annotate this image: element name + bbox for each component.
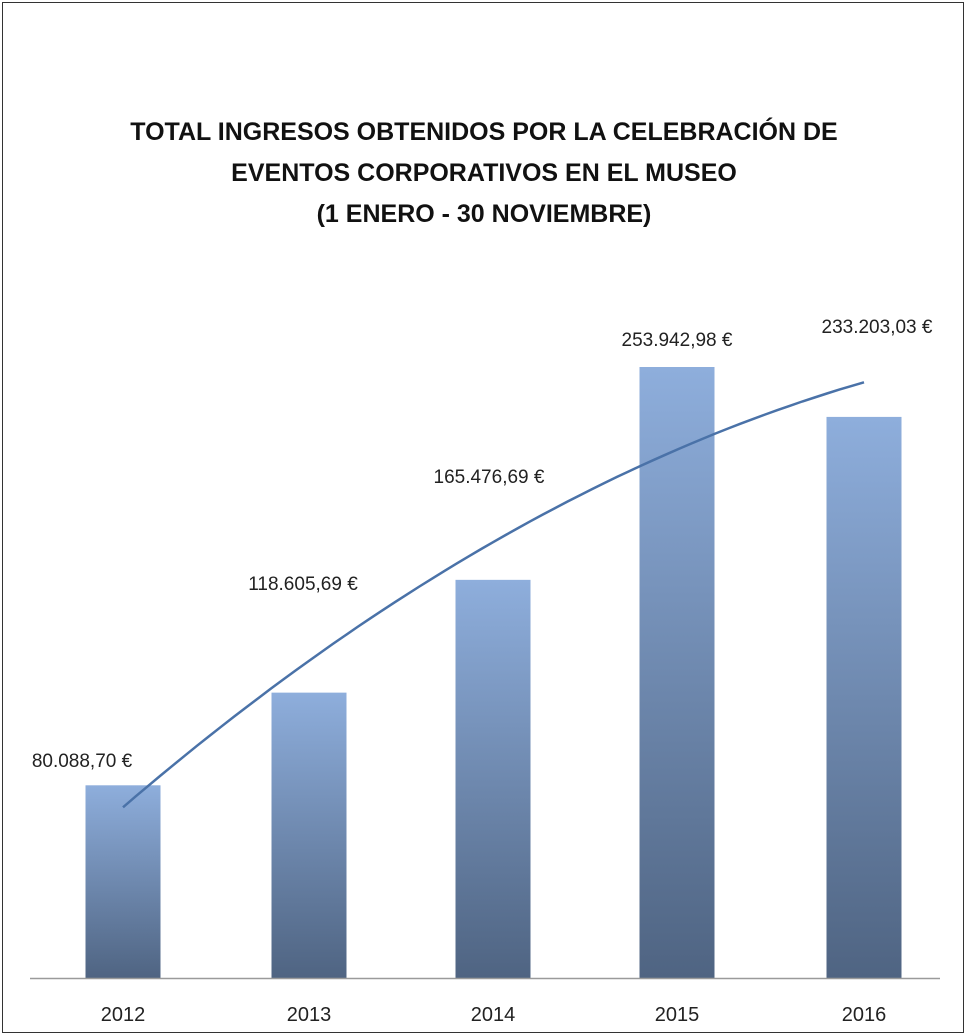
x-tick-label: 2013 — [287, 1004, 332, 1026]
chart-title-line-1: TOTAL INGRESOS OBTENIDOS POR LA CELEBRAC… — [130, 118, 838, 146]
chart-title-line-2: EVENTOS CORPORATIVOS EN EL MUSEO — [231, 159, 737, 187]
trendline — [122, 381, 865, 809]
chart-title-line-3: (1 ENERO - 30 NOVIEMBRE) — [316, 200, 652, 228]
x-tick-label: 2012 — [101, 1004, 146, 1026]
x-tick-label: 2016 — [842, 1004, 887, 1026]
x-tick-label: 2014 — [471, 1004, 516, 1026]
chart-title: TOTAL INGRESOS OBTENIDOS POR LA CELEBRAC… — [0, 112, 968, 235]
bar-2013 — [271, 692, 347, 978]
x-tick-label: 2015 — [655, 1004, 700, 1026]
data-label-2012: 80.088,70 € — [32, 751, 133, 772]
data-label-2013: 118.605,69 € — [248, 574, 358, 595]
data-label-2016: 233.203,03 € — [822, 317, 933, 338]
data-label-2015: 253.942,98 € — [622, 330, 733, 351]
bar-2016 — [826, 416, 902, 979]
bar-2014 — [455, 579, 531, 978]
bar-2015 — [639, 367, 715, 978]
bar-2012 — [85, 785, 161, 978]
data-label-2014: 165.476,69 € — [434, 467, 545, 488]
